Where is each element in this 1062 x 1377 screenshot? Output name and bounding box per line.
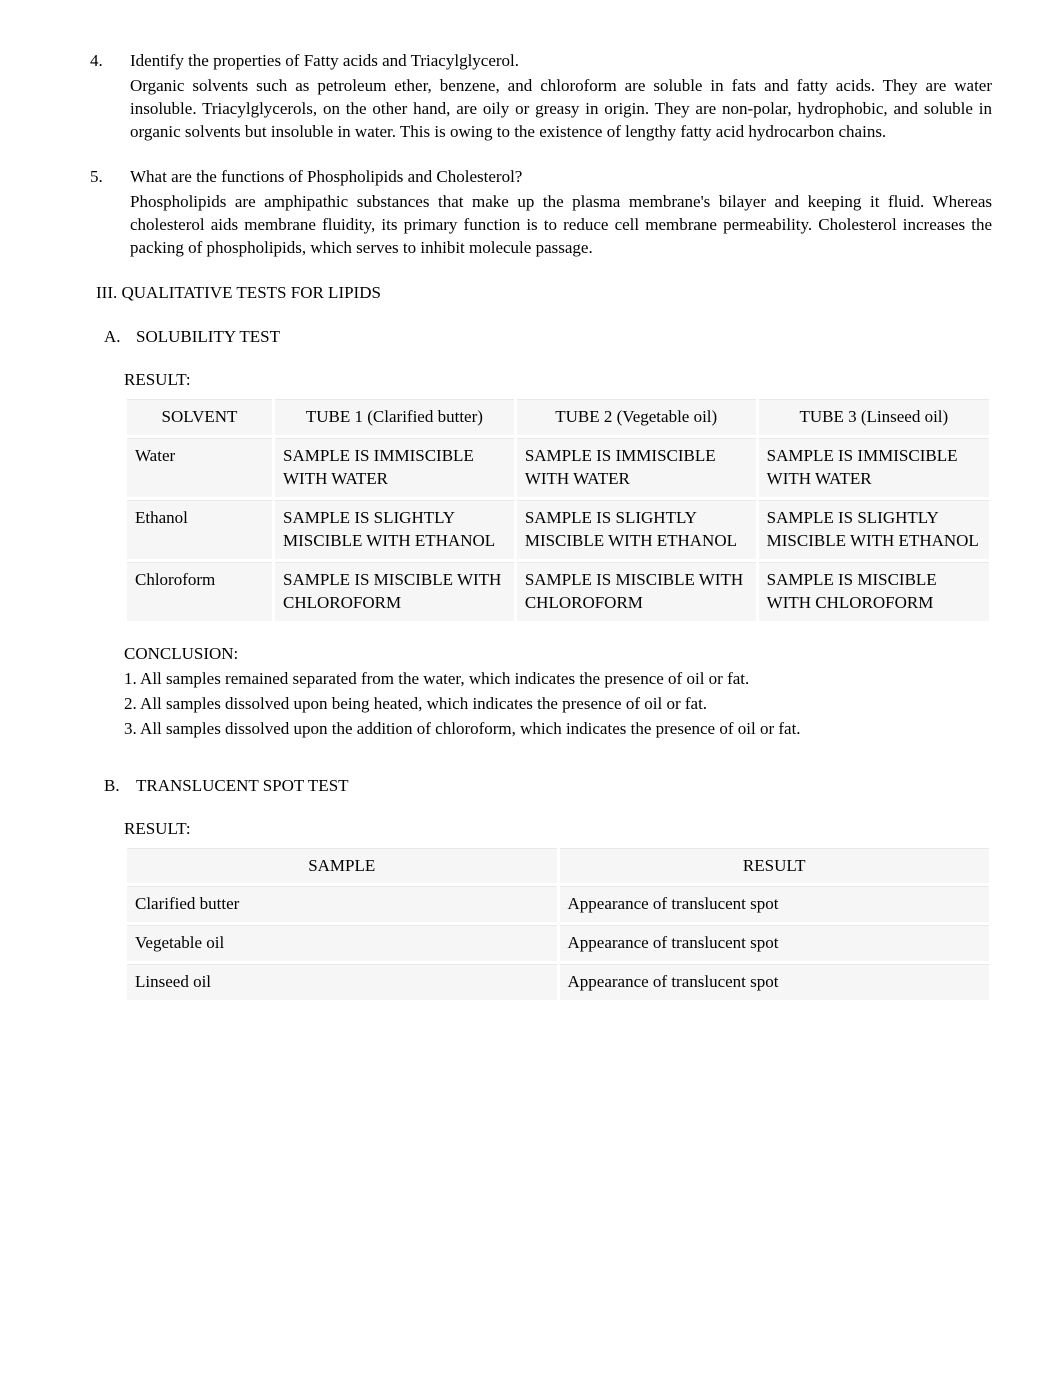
table-cell: Chloroform bbox=[127, 563, 272, 621]
col-header: TUBE 1 (Clarified butter) bbox=[275, 400, 514, 435]
question-title: Identify the properties of Fatty acids a… bbox=[130, 50, 992, 73]
table-cell: SAMPLE IS MISCIBLE WITH CHLOROFORM bbox=[517, 563, 756, 621]
table-cell: Appearance of translucent spot bbox=[560, 887, 990, 922]
question-item: 5. What are the functions of Phospholipi… bbox=[90, 166, 992, 260]
table-row: Vegetable oil Appearance of translucent … bbox=[127, 926, 989, 961]
table-cell: Appearance of translucent spot bbox=[560, 926, 990, 961]
table-cell: Linseed oil bbox=[127, 965, 557, 1000]
table-cell: SAMPLE IS MISCIBLE WITH CHLOROFORM bbox=[759, 563, 989, 621]
question-row: 5. What are the functions of Phospholipi… bbox=[90, 166, 992, 260]
question-body: Identify the properties of Fatty acids a… bbox=[130, 50, 992, 144]
test-letter: B. bbox=[104, 775, 126, 798]
test-name: SOLUBILITY TEST bbox=[136, 326, 280, 349]
table-cell: SAMPLE IS IMMISCIBLE WITH WATER bbox=[759, 439, 989, 497]
question-row: 4. Identify the properties of Fatty acid… bbox=[90, 50, 992, 144]
col-header: TUBE 2 (Vegetable oil) bbox=[517, 400, 756, 435]
question-list: 4. Identify the properties of Fatty acid… bbox=[90, 50, 992, 260]
translucent-spot-table: SAMPLE RESULT Clarified butter Appearanc… bbox=[124, 845, 992, 1005]
question-body: What are the functions of Phospholipids … bbox=[130, 166, 992, 260]
table-cell: Clarified butter bbox=[127, 887, 557, 922]
table-cell: Appearance of translucent spot bbox=[560, 965, 990, 1000]
solubility-table: SOLVENT TUBE 1 (Clarified butter) TUBE 2… bbox=[124, 396, 992, 625]
table-cell: SAMPLE IS SLIGHTLY MISCIBLE WITH ETHANOL bbox=[275, 501, 514, 559]
test-name: TRANSLUCENT SPOT TEST bbox=[136, 775, 349, 798]
col-header: RESULT bbox=[560, 849, 990, 884]
table-cell: SAMPLE IS SLIGHTLY MISCIBLE WITH ETHANOL bbox=[517, 501, 756, 559]
table-row: Water SAMPLE IS IMMISCIBLE WITH WATER SA… bbox=[127, 439, 989, 497]
table-header-row: SAMPLE RESULT bbox=[127, 849, 989, 884]
question-title: What are the functions of Phospholipids … bbox=[130, 166, 992, 189]
col-header: TUBE 3 (Linseed oil) bbox=[759, 400, 989, 435]
test-b-heading: B. TRANSLUCENT SPOT TEST bbox=[90, 775, 992, 798]
table-row: Linseed oil Appearance of translucent sp… bbox=[127, 965, 989, 1000]
result-label: RESULT: bbox=[90, 818, 992, 841]
table-row: Ethanol SAMPLE IS SLIGHTLY MISCIBLE WITH… bbox=[127, 501, 989, 559]
result-label: RESULT: bbox=[90, 369, 992, 392]
question-number: 5. bbox=[90, 166, 116, 260]
question-answer: Phospholipids are amphipathic substances… bbox=[130, 191, 992, 260]
col-header: SAMPLE bbox=[127, 849, 557, 884]
test-letter: A. bbox=[104, 326, 126, 349]
table-row: Chloroform SAMPLE IS MISCIBLE WITH CHLOR… bbox=[127, 563, 989, 621]
conclusion-line: 1. All samples remained separated from t… bbox=[124, 668, 992, 691]
col-header: SOLVENT bbox=[127, 400, 272, 435]
table-cell: Ethanol bbox=[127, 501, 272, 559]
test-a-heading: A. SOLUBILITY TEST bbox=[90, 326, 992, 349]
question-number: 4. bbox=[90, 50, 116, 144]
conclusion-block: CONCLUSION: 1. All samples remained sepa… bbox=[90, 643, 992, 741]
question-item: 4. Identify the properties of Fatty acid… bbox=[90, 50, 992, 144]
conclusion-line: 2. All samples dissolved upon being heat… bbox=[124, 693, 992, 716]
section-heading: III. QUALITATIVE TESTS FOR LIPIDS bbox=[90, 282, 992, 305]
conclusion-line: 3. All samples dissolved upon the additi… bbox=[124, 718, 992, 741]
table-cell: SAMPLE IS IMMISCIBLE WITH WATER bbox=[517, 439, 756, 497]
table-cell: SAMPLE IS SLIGHTLY MISCIBLE WITH ETHANOL bbox=[759, 501, 989, 559]
table-cell: Water bbox=[127, 439, 272, 497]
table-cell: SAMPLE IS MISCIBLE WITH CHLOROFORM bbox=[275, 563, 514, 621]
table-cell: SAMPLE IS IMMISCIBLE WITH WATER bbox=[275, 439, 514, 497]
conclusion-label: CONCLUSION: bbox=[124, 643, 992, 666]
question-answer: Organic solvents such as petroleum ether… bbox=[130, 75, 992, 144]
table-header-row: SOLVENT TUBE 1 (Clarified butter) TUBE 2… bbox=[127, 400, 989, 435]
table-row: Clarified butter Appearance of transluce… bbox=[127, 887, 989, 922]
table-cell: Vegetable oil bbox=[127, 926, 557, 961]
